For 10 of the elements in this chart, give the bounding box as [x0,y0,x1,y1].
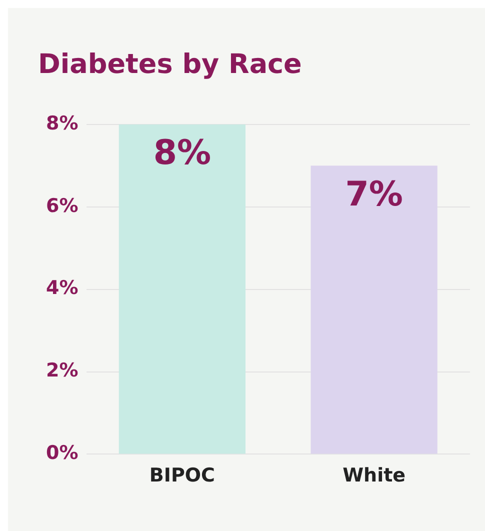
data-label: 8% [153,133,212,174]
y-tick-label: 4% [46,277,78,300]
x-tick-label: White [342,464,406,487]
x-tick-label: BIPOC [149,464,215,487]
y-tick-label: 6% [46,194,78,217]
y-tick-label: 0% [46,442,78,464]
data-label: 7% [345,174,403,214]
chart-title: Diabetes by Race [38,49,302,80]
y-tick-label: 8% [46,112,78,134]
y-tick-label: 2% [46,360,78,382]
